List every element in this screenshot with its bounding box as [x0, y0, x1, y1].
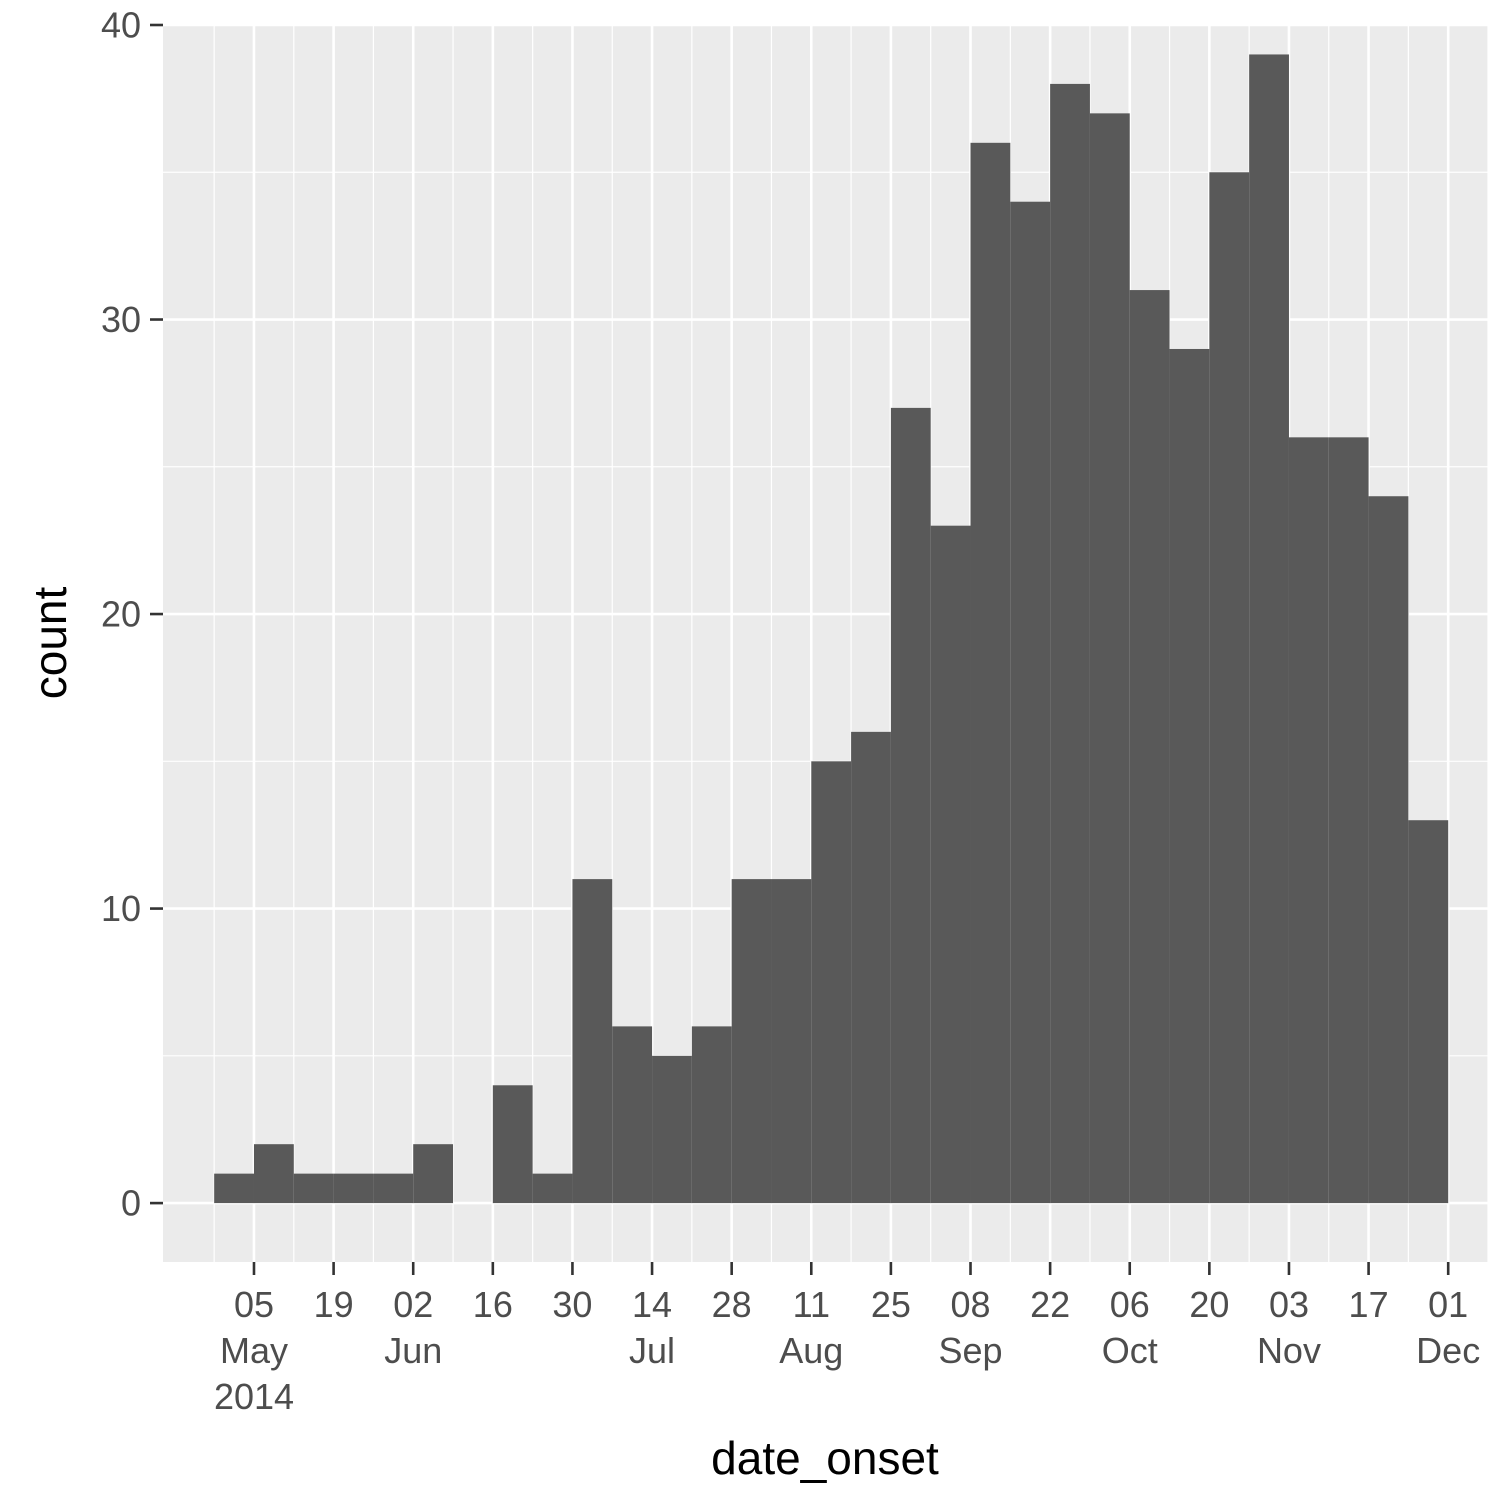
histogram-bar — [532, 1173, 573, 1204]
histogram-bar — [1209, 172, 1250, 1204]
histogram-bar — [1288, 437, 1329, 1204]
y-tick-label: 30 — [101, 299, 141, 340]
histogram-bar — [1169, 348, 1210, 1204]
histogram-bar — [851, 731, 891, 1204]
histogram-bar — [1050, 83, 1090, 1204]
x-tick-label: 06 — [1110, 1284, 1150, 1325]
histogram-bar — [333, 1173, 374, 1204]
bars — [214, 54, 1449, 1204]
x-tick-label: May — [220, 1330, 288, 1371]
x-tick-label: 11 — [793, 1284, 830, 1325]
histogram-bar — [1010, 201, 1051, 1204]
histogram-bar — [253, 1144, 294, 1204]
histogram-bar — [811, 761, 852, 1204]
x-tick-label: 20 — [1189, 1284, 1229, 1325]
x-tick-label: 03 — [1269, 1284, 1309, 1325]
histogram-bar — [214, 1173, 254, 1204]
histogram-bar — [890, 407, 931, 1204]
x-tick-label: 08 — [950, 1284, 990, 1325]
y-tick-label: 10 — [101, 888, 141, 929]
x-tick-label: Nov — [1257, 1330, 1321, 1371]
x-tick-label: 28 — [712, 1284, 752, 1325]
x-tick-label: 05 — [234, 1284, 274, 1325]
y-tick-label: 0 — [121, 1183, 141, 1224]
histogram-bar — [652, 1055, 692, 1204]
x-tick-label: 30 — [552, 1284, 592, 1325]
x-axis-title: date_onset — [711, 1432, 939, 1484]
histogram-bar — [1129, 290, 1170, 1204]
histogram-bar — [373, 1173, 414, 1204]
x-tick-label: 16 — [473, 1284, 513, 1325]
x-tick-label: 01 — [1428, 1284, 1468, 1325]
y-tick-label: 40 — [101, 5, 141, 46]
x-tick-label: 2014 — [214, 1376, 294, 1417]
y-axis-title: count — [24, 587, 76, 700]
x-tick-label: 02 — [393, 1284, 433, 1325]
x-tick-label: 25 — [871, 1284, 911, 1325]
histogram-bar — [1249, 54, 1289, 1204]
histogram-bar — [1328, 437, 1369, 1204]
histogram-bar — [293, 1173, 334, 1204]
y-axis: 0 10 20 30 40 — [101, 5, 163, 1224]
x-axis: 05 May 2014 19 02 Jun 16 30 14 Jul 28 11 Aug 25 08 Sep 2… — [214, 1262, 1480, 1417]
histogram-bar — [731, 879, 772, 1204]
x-tick-label: 19 — [314, 1284, 354, 1325]
x-tick-label: 14 — [632, 1284, 672, 1325]
x-tick-label: Aug — [779, 1330, 843, 1371]
x-tick-label: 22 — [1030, 1284, 1070, 1325]
histogram-bar — [612, 1026, 653, 1204]
x-tick-label: Jun — [384, 1330, 442, 1371]
x-tick-label: Sep — [938, 1330, 1002, 1371]
histogram-bar — [1089, 113, 1130, 1204]
histogram-bar — [691, 1026, 732, 1204]
histogram-bar — [970, 142, 1011, 1204]
histogram-bar — [771, 879, 812, 1204]
x-tick-label: Jul — [629, 1330, 675, 1371]
histogram-bar — [930, 525, 971, 1204]
histogram-bar — [413, 1144, 454, 1204]
histogram-bar — [1368, 496, 1409, 1204]
histogram-bar — [1408, 820, 1449, 1204]
x-tick-label: Dec — [1416, 1330, 1480, 1371]
x-tick-label: Oct — [1102, 1330, 1158, 1371]
y-tick-label: 20 — [101, 594, 141, 635]
histogram-bar — [572, 879, 613, 1204]
histogram-bar — [492, 1085, 533, 1204]
x-tick-label: 17 — [1349, 1284, 1389, 1325]
